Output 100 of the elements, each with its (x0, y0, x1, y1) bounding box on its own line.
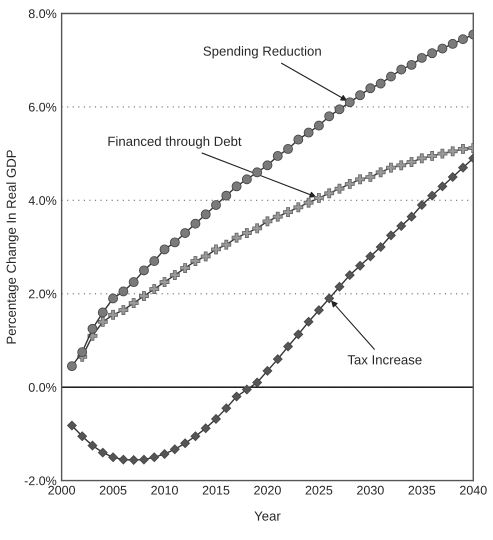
point (211, 414, 221, 424)
point (108, 452, 118, 462)
point (293, 330, 304, 340)
point (365, 172, 376, 182)
point (190, 218, 200, 229)
y-tick-label: 4.0% (28, 196, 56, 205)
point (149, 284, 160, 294)
x-tick-label: 2040 (460, 486, 487, 495)
point (416, 153, 427, 164)
point (344, 179, 355, 189)
point (211, 200, 221, 210)
point (427, 48, 438, 58)
point (262, 216, 272, 226)
point (386, 72, 396, 82)
point (324, 188, 334, 198)
point (128, 298, 139, 308)
point (314, 120, 324, 131)
point (149, 256, 160, 266)
point (427, 151, 438, 161)
point (283, 342, 293, 352)
point (355, 260, 365, 271)
point (293, 134, 304, 145)
point (252, 167, 262, 178)
point (427, 190, 437, 201)
point (139, 454, 149, 464)
x-tick-label: 2005 (100, 486, 126, 495)
point (200, 423, 211, 434)
point (139, 265, 149, 276)
point (324, 111, 334, 122)
x-axis-title: Year (254, 511, 281, 521)
point (139, 291, 149, 302)
point (272, 212, 283, 222)
point (448, 38, 458, 49)
point (304, 198, 314, 208)
point (406, 212, 416, 222)
point (376, 242, 386, 252)
x-tick-label: 2015 (202, 486, 230, 495)
text: Financed through Debt (108, 136, 242, 149)
point (108, 310, 118, 320)
point (304, 128, 314, 138)
y-tick-label: 2.0% (28, 290, 56, 298)
point (170, 270, 180, 280)
point (283, 144, 293, 154)
point (365, 83, 376, 94)
point (334, 104, 344, 114)
point (108, 293, 118, 304)
x-tick-label: 2000 (48, 486, 76, 495)
point (334, 282, 344, 292)
point (98, 308, 108, 318)
text: Spending Reduction (203, 46, 321, 58)
point (406, 60, 416, 70)
point (458, 162, 468, 172)
point (180, 438, 190, 448)
point (252, 378, 262, 388)
point (242, 228, 252, 238)
point (314, 305, 324, 315)
x-tick-label: 2030 (357, 486, 384, 495)
point (334, 184, 344, 194)
point (448, 172, 458, 182)
point (293, 202, 304, 212)
point (242, 174, 252, 184)
point (355, 174, 366, 184)
point (324, 294, 334, 304)
y-tick-label: -2.0% (24, 476, 56, 486)
point (77, 347, 88, 358)
point (396, 64, 406, 74)
point (221, 240, 232, 250)
point (118, 454, 128, 464)
point (88, 324, 98, 334)
point (232, 232, 242, 243)
point (304, 316, 314, 327)
point (180, 263, 190, 274)
point (272, 151, 283, 161)
point (160, 277, 170, 288)
point (128, 277, 139, 288)
point (66, 361, 77, 372)
point (262, 366, 272, 376)
point (170, 237, 180, 248)
point (77, 431, 88, 442)
point (232, 181, 242, 192)
point (190, 431, 200, 442)
point (160, 244, 170, 254)
point (437, 44, 448, 54)
point (262, 160, 272, 170)
y-axis-title: Percentage Change In Real GDP (6, 150, 19, 344)
y-tick-label: 6.0% (28, 102, 56, 112)
point (200, 251, 211, 262)
point (190, 256, 200, 266)
point (221, 403, 232, 414)
point (180, 228, 190, 238)
point (232, 392, 242, 402)
x-tick-label: 2020 (254, 486, 281, 495)
point (221, 190, 232, 201)
point (366, 252, 376, 262)
point (160, 449, 170, 459)
point (355, 90, 366, 100)
y-tick-label: 8.0% (28, 9, 56, 18)
point (211, 244, 221, 254)
point (406, 157, 416, 167)
point (376, 167, 386, 178)
